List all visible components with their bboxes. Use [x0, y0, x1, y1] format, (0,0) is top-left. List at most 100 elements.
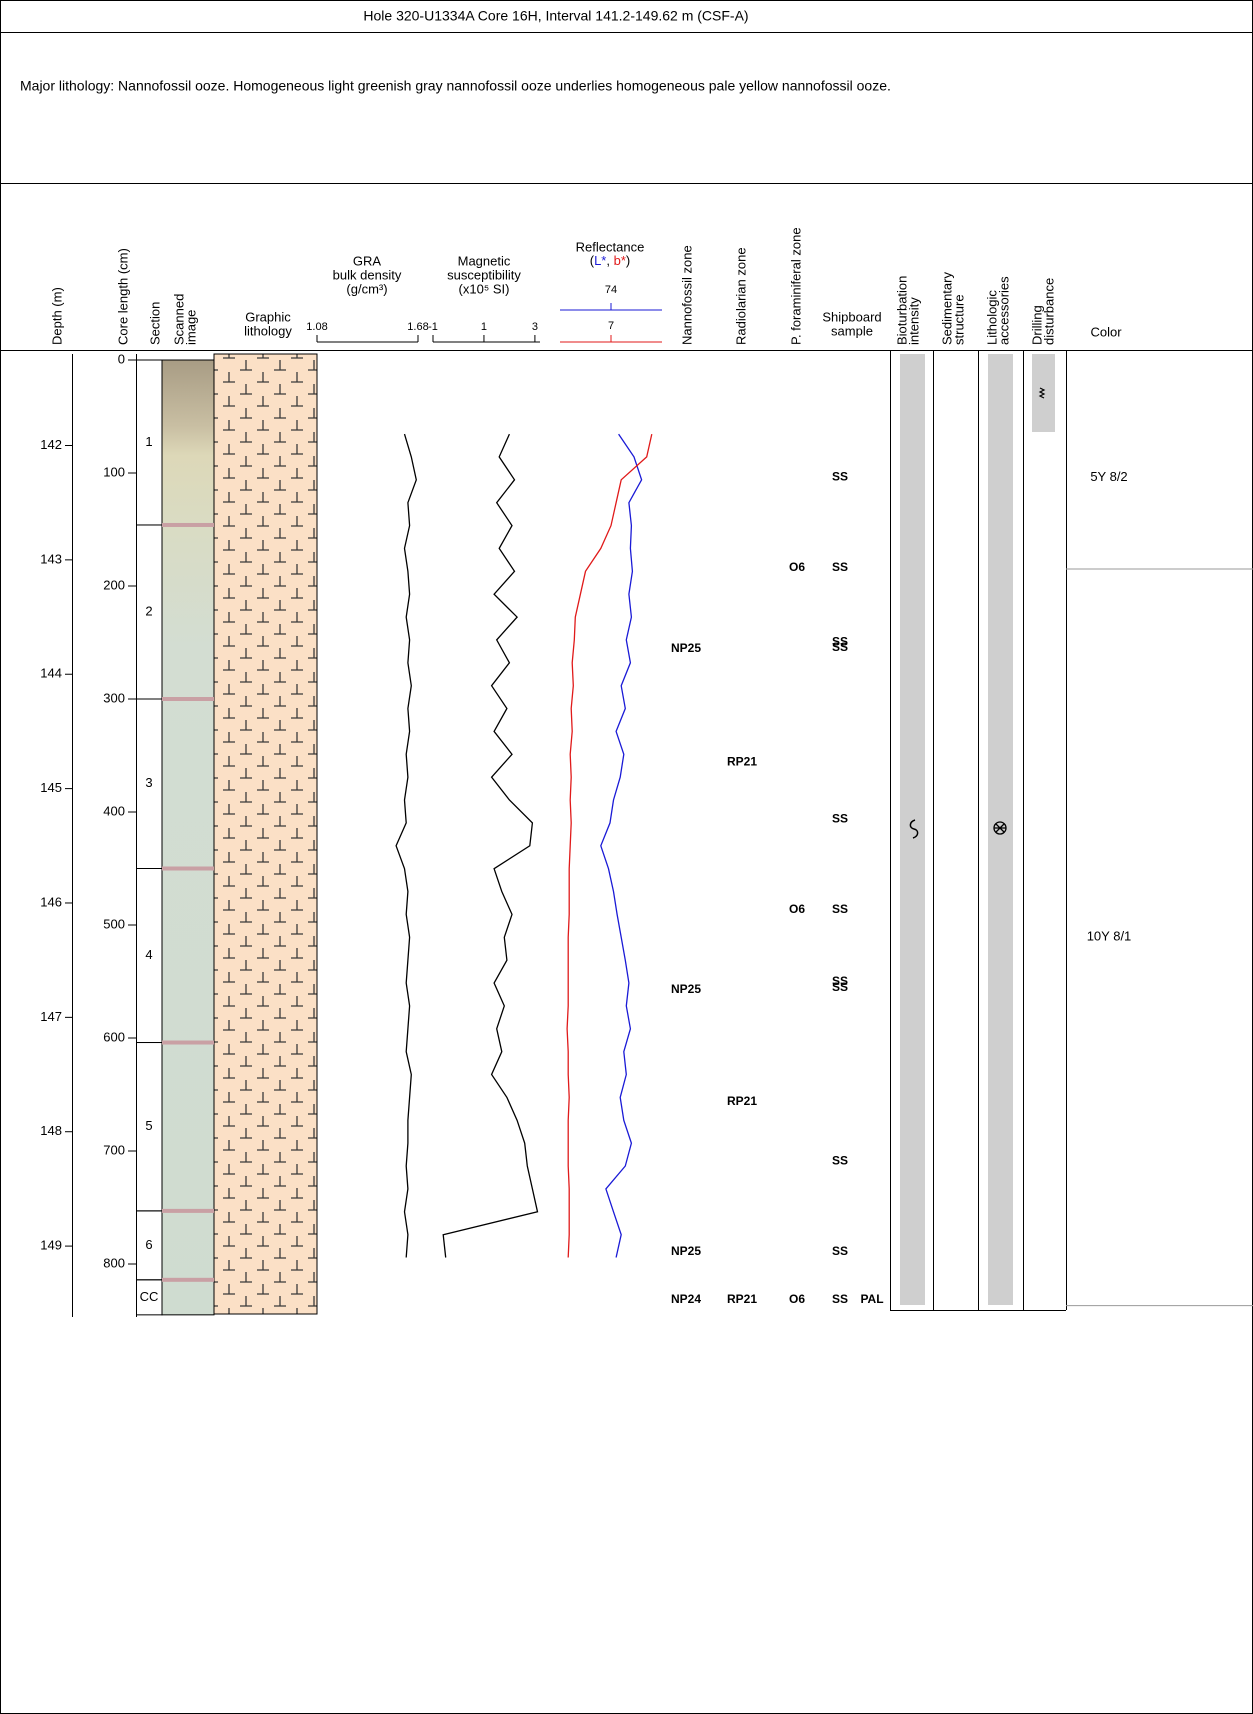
foram-label: O6 — [789, 1292, 805, 1306]
magsus-tick-label: 1 — [481, 321, 487, 333]
column-header: Drilling — [1029, 305, 1044, 345]
core-tick-label: 0 — [118, 351, 125, 366]
scanned-image — [161, 359, 215, 1316]
column-header: Radiolarian zone — [733, 247, 748, 345]
column-header: bulk density — [333, 267, 402, 282]
depth-tick-label: 146 — [40, 894, 62, 909]
column-header: structure — [951, 294, 966, 345]
column-header: disturbance — [1041, 278, 1056, 345]
bioturbation-icon — [909, 819, 919, 839]
column-header: Reflectance — [576, 239, 645, 254]
reflectance-legend: (L*, b*) — [590, 253, 631, 268]
depth-tick-label: 149 — [40, 1238, 62, 1253]
column-header: Color — [1090, 324, 1122, 339]
depth-tick-label: 143 — [40, 551, 62, 566]
reflectance-legend-part: , — [606, 253, 613, 268]
column-header: GRA — [353, 253, 382, 268]
bstar-tick-label: 7 — [608, 320, 614, 332]
column-header: Graphic — [245, 309, 291, 324]
shipboard-label: SS — [832, 634, 848, 648]
pal-label: PAL — [860, 1292, 883, 1306]
radiolarian-label: RP21 — [727, 754, 757, 768]
section-label: 6 — [145, 1237, 152, 1252]
core-tick-label: 100 — [103, 464, 125, 479]
disturbance-icon — [1038, 387, 1046, 399]
column-header: (g/cm³) — [346, 281, 387, 296]
column-header: Core length (cm) — [115, 248, 130, 345]
column-header: accessories — [996, 276, 1011, 345]
section-label: 3 — [145, 775, 152, 790]
accessories-bar — [988, 354, 1013, 1305]
section-label: 1 — [145, 434, 152, 449]
column-header: lithology — [244, 323, 292, 338]
column-header: Sedimentary — [939, 272, 954, 345]
title: Hole 320-U1334A Core 16H, Interval 141.2… — [363, 8, 748, 24]
reflectance-legend-part: ) — [626, 253, 630, 268]
reflectance-legend-part: L* — [594, 253, 606, 268]
reflectance-legend-part: b* — [614, 253, 626, 268]
column-header: susceptibility — [447, 267, 521, 282]
nannofossil-label: NP25 — [671, 641, 701, 655]
column-header: (x10⁵ SI) — [459, 281, 510, 296]
section-label: CC — [140, 1289, 159, 1304]
core-tick-label: 600 — [103, 1029, 125, 1044]
nannofossil-label: NP24 — [671, 1292, 701, 1306]
column-frames — [890, 350, 1067, 1311]
shipboard-label: SS — [832, 812, 848, 826]
section-break — [162, 1277, 214, 1282]
depth-tick-label: 144 — [40, 666, 62, 681]
column-header: Shipboard — [822, 309, 881, 324]
magsus-tick-label: -1 — [428, 321, 438, 333]
section-label: 2 — [145, 603, 152, 618]
shipboard-label: SS — [832, 1154, 848, 1168]
color-label: 5Y 8/2 — [1090, 469, 1127, 484]
column-header: Lithologic — [984, 290, 999, 345]
depth-tick-label: 142 — [40, 437, 62, 452]
section-break — [162, 1208, 214, 1213]
nannofossil-label: NP25 — [671, 1244, 701, 1258]
graphic-lithology — [213, 353, 318, 1315]
radiolarian-label: RP21 — [727, 1292, 757, 1306]
lstar-tick-label: 74 — [605, 284, 617, 296]
section-box — [136, 1279, 163, 1316]
gra-tick-label: 1.08 — [306, 321, 327, 333]
accessory-icon — [993, 821, 1007, 835]
core-tick-label: 700 — [103, 1142, 125, 1157]
nannofossil-label: NP25 — [671, 982, 701, 996]
bioturbation-bar — [900, 354, 925, 1305]
gra-tick-label: 1.68 — [407, 321, 428, 333]
bstar-curve — [566, 433, 653, 1258]
column-header: Depth (m) — [49, 287, 64, 345]
section-break — [162, 697, 214, 701]
section-label: 5 — [145, 1118, 152, 1133]
core-tick-label: 800 — [103, 1255, 125, 1270]
depth-tick-label: 145 — [40, 780, 62, 795]
column-header: Magnetic — [458, 253, 511, 268]
lithology-text: Major lithology: Nannofossil ooze. Homog… — [20, 78, 891, 94]
column-header: Section — [147, 302, 162, 345]
column-header: Bioturbation — [894, 276, 909, 345]
lstar-curve — [600, 433, 643, 1258]
core-tick-label: 300 — [103, 690, 125, 705]
shipboard-label: SS — [832, 902, 848, 916]
column-header: P. foraminiferal zone — [788, 227, 803, 345]
section-break — [162, 522, 214, 527]
section-break — [162, 1040, 214, 1045]
shipboard-label: SS — [832, 1292, 848, 1306]
shipboard-label: SS — [832, 1244, 848, 1258]
column-header: image — [183, 310, 198, 345]
core-tick-label: 500 — [103, 916, 125, 931]
shipboard-label: SS — [832, 470, 848, 484]
core-tick-label: 400 — [103, 803, 125, 818]
gra-curve — [395, 433, 417, 1258]
section-break — [162, 866, 214, 871]
disturbance-bar — [1032, 354, 1055, 432]
foram-label: O6 — [789, 902, 805, 916]
column-header: Scanned — [171, 294, 186, 345]
shipboard-label: SS — [832, 980, 848, 994]
column-header: sample — [831, 323, 873, 338]
shipboard-label: SS — [832, 974, 848, 988]
shipboard-label: SS — [832, 560, 848, 574]
color-label: 10Y 8/1 — [1087, 929, 1132, 944]
